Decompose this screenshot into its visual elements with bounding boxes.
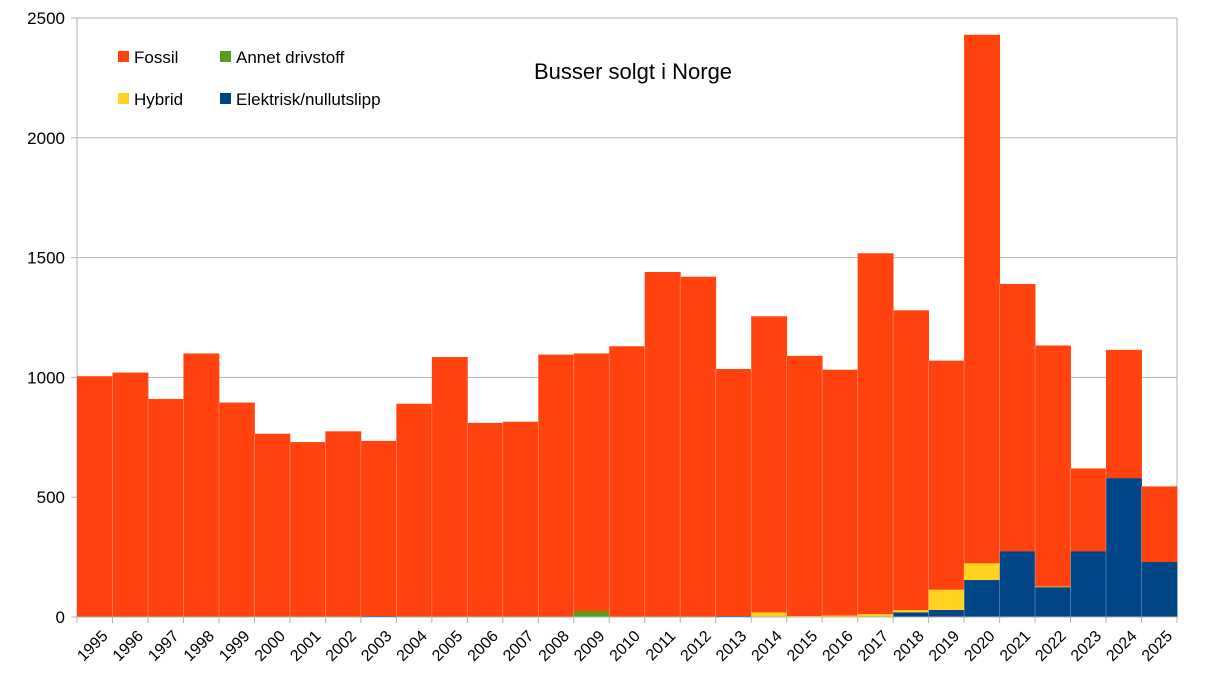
- bar-fossil-2013: [715, 369, 752, 617]
- bar-fossil-2006: [467, 422, 504, 618]
- bar-fossil-2020: [964, 34, 1000, 564]
- bar-fossil-2022: [1035, 345, 1071, 587]
- x-tick-label-2023: 2023: [1068, 628, 1105, 665]
- bar-elektrisk-nullutslipp-2018: [893, 612, 930, 618]
- bar-fossil-2014: [751, 316, 788, 613]
- x-tick-label-2025: 2025: [1139, 628, 1176, 665]
- bar-hybrid-2022: [1035, 586, 1071, 588]
- x-tick-label-2003: 2003: [358, 628, 395, 665]
- x-tick-label-2020: 2020: [961, 628, 998, 665]
- x-tick-label-1995: 1995: [74, 628, 111, 665]
- x-tick-label-2004: 2004: [394, 628, 431, 665]
- x-tick-labels: 1995199619971998199920002001200220032004…: [74, 628, 1176, 665]
- legend-swatch-elektrisk-nullutslipp: [220, 93, 231, 104]
- x-tick-label-2022: 2022: [1032, 628, 1069, 665]
- x-tick-label-1998: 1998: [181, 628, 218, 665]
- bar-hybrid-2019: [928, 589, 965, 611]
- bar-fossil-1997: [147, 398, 184, 618]
- y-axis: 0 500 1000 1500 2000 2500: [27, 9, 77, 627]
- bar-hybrid-2018: [893, 609, 930, 613]
- y-tick-label-500: 500: [37, 488, 65, 507]
- bar-fossil-2018: [893, 310, 930, 611]
- bar-hybrid-2016: [822, 615, 859, 617]
- bar-fossil-2017: [857, 253, 894, 615]
- x-tick-label-1997: 1997: [145, 628, 182, 665]
- x-tick-label-2002: 2002: [323, 628, 360, 665]
- bar-fossil-2007: [502, 421, 539, 618]
- bar-fossil-2004: [396, 403, 433, 618]
- x-tick-label-2007: 2007: [500, 628, 537, 665]
- bar-fossil-2005: [431, 357, 468, 618]
- bar-fossil-2019: [928, 360, 965, 590]
- legend-swatch-fossil: [118, 51, 129, 62]
- chart-title: Busser solgt i Norge: [534, 59, 732, 84]
- x-tick-label-2014: 2014: [749, 628, 786, 665]
- legend: Fossil Annet drivstoff Hybrid Elektrisk/…: [118, 48, 381, 109]
- x-tick-label-2000: 2000: [252, 628, 289, 665]
- x-tick-label-2013: 2013: [713, 628, 750, 665]
- x-tick-label-2015: 2015: [784, 628, 821, 665]
- x-tick-label-2001: 2001: [287, 628, 324, 665]
- x-tick-label-2012: 2012: [678, 628, 715, 665]
- bar-fossil-2021: [999, 283, 1036, 552]
- legend-label-elektrisk-nullutslipp: Elektrisk/nullutslipp: [236, 90, 381, 109]
- bar-elektrisk-nullutslipp-2022: [1035, 587, 1071, 618]
- x-tick-label-2018: 2018: [891, 628, 928, 665]
- bar-elektrisk-nullutslipp-2020: [964, 579, 1000, 618]
- bar-fossil-1998: [183, 353, 220, 618]
- bar-fossil-2016: [822, 369, 859, 616]
- bar-fossil-2002: [325, 431, 362, 618]
- y-tick-label-0: 0: [56, 608, 65, 627]
- bar-fossil-2015: [786, 355, 823, 617]
- legend-swatch-annet-drivstoff: [220, 51, 231, 62]
- bar-fossil-1995: [77, 376, 113, 618]
- bar-elektrisk-nullutslipp-2023: [1070, 551, 1107, 618]
- legend-label-annet-drivstoff: Annet drivstoff: [236, 48, 345, 67]
- bar-elektrisk-nullutslipp-2024: [1106, 478, 1142, 618]
- bar-fossil-2024: [1106, 349, 1142, 479]
- x-tick-label-1999: 1999: [216, 628, 253, 665]
- x-tick-label-2011: 2011: [643, 628, 679, 664]
- bar-elektrisk-nullutslipp-2019: [928, 609, 965, 618]
- bar-fossil-2000: [254, 433, 291, 618]
- bar-fossil-1996: [112, 372, 149, 618]
- legend-label-fossil: Fossil: [134, 48, 178, 67]
- x-tick-label-2006: 2006: [465, 628, 502, 665]
- bar-annet-drivstoff-2009: [573, 611, 610, 618]
- bar-fossil-2010: [609, 346, 646, 618]
- bar-fossil-2023: [1070, 468, 1107, 552]
- x-tick-label-2017: 2017: [855, 628, 892, 665]
- x-tick-label-2009: 2009: [571, 628, 608, 665]
- bar-hybrid-2014: [751, 612, 788, 618]
- bar-fossil-2001: [289, 442, 326, 618]
- y-tick-label-2000: 2000: [27, 129, 65, 148]
- y-tick-label-1000: 1000: [27, 368, 65, 387]
- bar-elektrisk-nullutslipp-2025: [1141, 561, 1178, 618]
- x-tick-label-2008: 2008: [536, 628, 573, 665]
- x-tick-label-1996: 1996: [110, 628, 147, 665]
- x-tick-label-2010: 2010: [607, 628, 644, 665]
- x-tick-label-2005: 2005: [429, 628, 466, 665]
- x-tick-label-2024: 2024: [1103, 628, 1140, 665]
- bar-hybrid-2017: [857, 613, 894, 617]
- x-tick-label-2021: 2021: [997, 628, 1034, 665]
- bar-fossil-2011: [644, 271, 681, 618]
- bar-fossil-2008: [538, 354, 575, 618]
- legend-label-hybrid: Hybrid: [134, 90, 183, 109]
- bar-fossil-2009: [573, 353, 610, 612]
- bar-hybrid-2020: [964, 563, 1000, 581]
- legend-swatch-hybrid: [118, 93, 129, 104]
- bar-elektrisk-nullutslipp-2021: [999, 551, 1036, 618]
- x-tick-label-2019: 2019: [926, 628, 963, 665]
- bars: [77, 34, 1178, 618]
- bar-fossil-2012: [680, 276, 717, 618]
- bar-fossil-2025: [1141, 486, 1178, 563]
- x-axis: [71, 616, 1178, 623]
- y-tick-label-2500: 2500: [27, 9, 65, 28]
- y-tick-label-1500: 1500: [27, 249, 65, 268]
- bar-fossil-1999: [218, 402, 255, 618]
- x-tick-label-2016: 2016: [820, 628, 857, 665]
- bar-fossil-2003: [360, 440, 397, 617]
